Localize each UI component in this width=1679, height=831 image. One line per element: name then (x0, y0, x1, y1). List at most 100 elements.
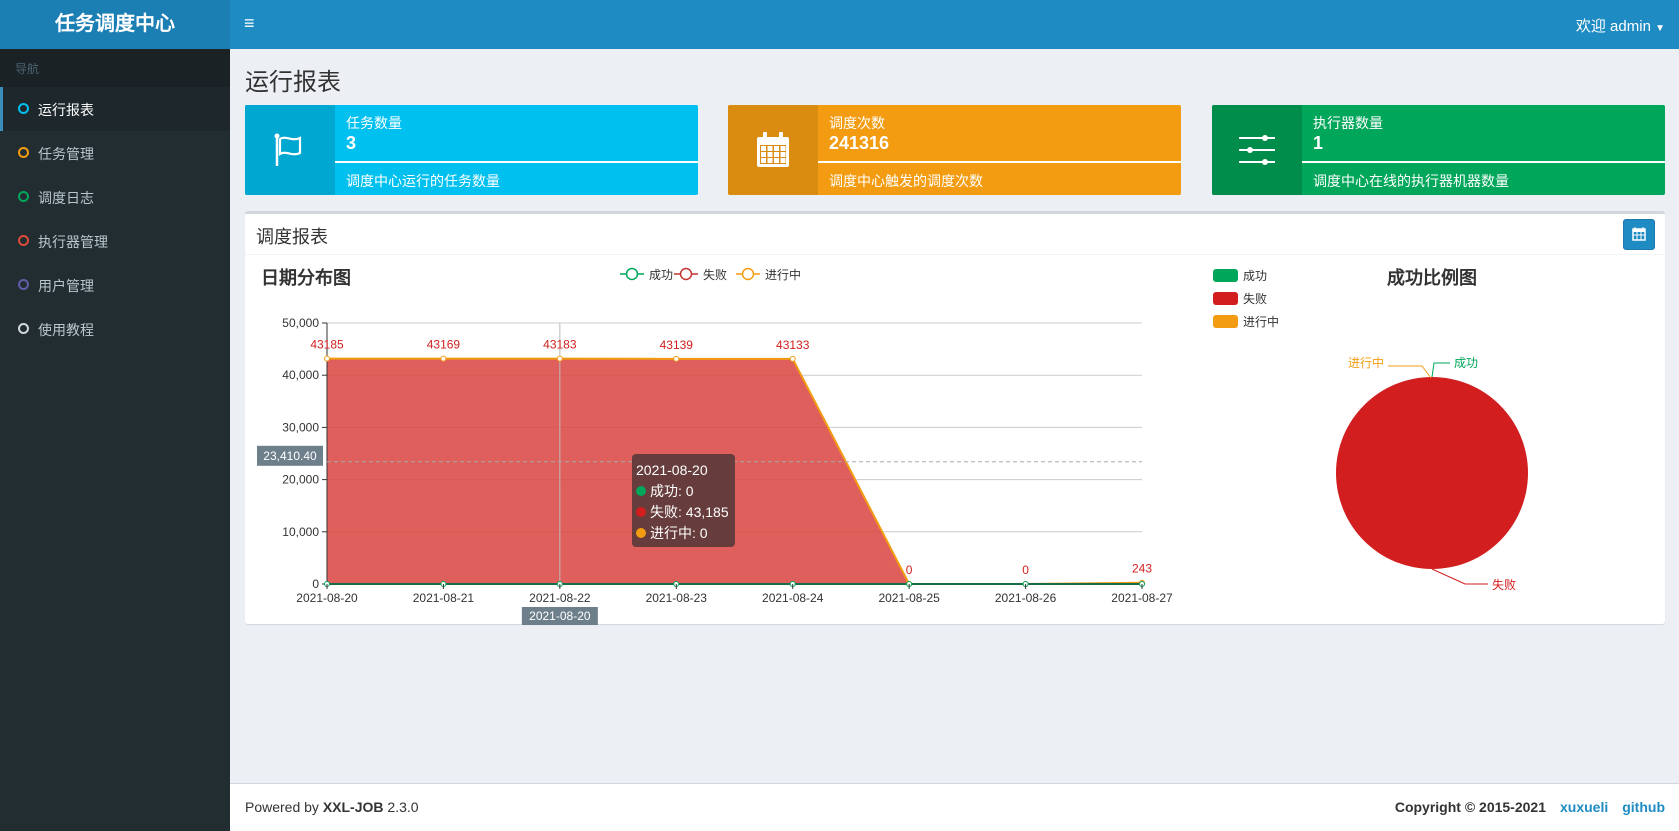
sidebar-header: 导航 (0, 49, 230, 87)
circle-icon (18, 191, 29, 202)
brand: XXL-JOB (322, 799, 384, 815)
user-menu[interactable]: 欢迎 admin ▼ (1576, 15, 1665, 36)
y-tick-label: 50,000 (282, 316, 319, 330)
data-point (440, 355, 447, 362)
line-chart-title: 日期分布图 (261, 267, 351, 288)
circle-icon (18, 235, 29, 246)
version: 2.3.0 (383, 799, 419, 815)
legend-marker-icon (679, 267, 693, 281)
sliders-icon (1212, 105, 1302, 195)
x-tick-label: 2021-08-24 (762, 591, 824, 605)
copyright-text: Copyright © 2015-2021 (1394, 799, 1546, 815)
sidebar-item-label: 用户管理 (38, 278, 94, 294)
sidebar-item-2[interactable]: 调度日志 (0, 175, 230, 219)
pie-label-line (1431, 568, 1488, 585)
stat-divider (335, 161, 698, 163)
sidebar-item-4[interactable]: 用户管理 (0, 263, 230, 307)
stat-value: 241316 (829, 133, 890, 153)
pie-legend-label: 失败 (1243, 291, 1267, 306)
link-xuxueli[interactable]: xuxueli (1559, 799, 1609, 815)
data-label: 243 (1132, 562, 1152, 576)
tooltip-marker-icon (636, 507, 646, 517)
circle-icon (18, 279, 29, 290)
stat-label: 调度次数 (829, 115, 885, 131)
circle-icon (18, 147, 29, 158)
data-point (789, 355, 796, 362)
copyright: Copyright © 2015-2021 xuxueli github (1395, 799, 1665, 815)
stat-desc: 调度中心在线的执行器机器数量 (1313, 173, 1509, 189)
pie-legend-swatch (1213, 292, 1238, 305)
pie-label-inprogress: 进行中 (1348, 355, 1384, 370)
page-title: 运行报表 (245, 69, 341, 96)
footer: Powered by XXL-JOB 2.3.0 Copyright © 201… (230, 783, 1679, 831)
x-tick-label: 2021-08-22 (529, 591, 591, 605)
calendar-icon (728, 105, 818, 195)
sidebar-item-0[interactable]: 运行报表 (0, 87, 230, 131)
menu-toggle-icon[interactable]: ≡ (244, 13, 255, 33)
sidebar-item-1[interactable]: 任务管理 (0, 131, 230, 175)
y-tick-label: 10,000 (282, 525, 319, 539)
app-logo[interactable]: 任务调度中心 (0, 0, 230, 49)
circle-icon (18, 323, 29, 334)
pie-label-line (1431, 362, 1450, 378)
stat-box-0: 任务数量 3 调度中心运行的任务数量 (245, 105, 698, 195)
panel-title: 调度报表 (256, 227, 328, 247)
data-label: 0 (1022, 563, 1029, 577)
data-label: 43169 (427, 338, 461, 352)
panel-divider (245, 254, 1665, 255)
stat-label: 执行器数量 (1313, 115, 1383, 131)
pie-legend-swatch (1213, 315, 1238, 328)
sidebar: 导航 运行报表任务管理调度日志执行器管理用户管理使用教程 (0, 49, 230, 831)
sidebar-item-label: 调度日志 (38, 190, 94, 206)
data-label: 43183 (543, 338, 577, 352)
sidebar-item-label: 任务管理 (38, 146, 94, 162)
date-range-button[interactable] (1623, 219, 1655, 250)
tooltip-date: 2021-08-20 (636, 462, 708, 478)
pie-slice-failure (1336, 377, 1528, 569)
data-point (673, 355, 680, 362)
circle-icon (18, 103, 29, 114)
x-tick-label: 2021-08-25 (878, 591, 940, 605)
pie-legend-swatch (1213, 269, 1238, 282)
sidebar-item-3[interactable]: 执行器管理 (0, 219, 230, 263)
sidebar-item-label: 使用教程 (38, 322, 94, 338)
stat-box-2: 执行器数量 1 调度中心在线的执行器机器数量 (1212, 105, 1665, 195)
data-label: 43139 (660, 338, 694, 352)
x-tick-label: 2021-08-20 (296, 591, 358, 605)
data-point (324, 355, 330, 362)
pie-label-line (1388, 365, 1432, 379)
stat-value: 3 (346, 133, 357, 153)
data-label: 0 (906, 563, 913, 577)
flag-icon (245, 105, 335, 195)
axis-pointer-y-label: 23,410.40 (263, 449, 317, 463)
legend-marker-icon (741, 267, 755, 281)
pie-chart-title: 成功比例图 (1387, 267, 1477, 288)
axis-pointer-x-badge (521, 607, 598, 625)
x-tick-label: 2021-08-27 (1111, 591, 1173, 605)
x-tick-label: 2021-08-21 (413, 591, 475, 605)
stat-divider (818, 161, 1181, 163)
tooltip-line: 成功: 0 (650, 483, 694, 499)
sidebar-item-label: 执行器管理 (38, 234, 108, 250)
legend-label-1: 失败 (703, 267, 727, 282)
tooltip-line: 进行中: 0 (650, 525, 708, 541)
data-label: 43185 (310, 338, 344, 352)
top-navbar: ≡ 欢迎 admin ▼ (230, 0, 1679, 49)
stat-value: 1 (1313, 133, 1324, 153)
stat-divider (1302, 161, 1665, 163)
y-tick-label: 0 (312, 577, 319, 591)
stat-box-1: 调度次数 241316 调度中心触发的调度次数 (728, 105, 1181, 195)
caret-down-icon: ▼ (1655, 23, 1665, 34)
x-tick-label: 2021-08-23 (646, 591, 708, 605)
y-tick-label: 30,000 (282, 420, 319, 434)
tooltip-marker-icon (636, 528, 646, 538)
axis-pointer-y-badge (257, 445, 323, 466)
link-github[interactable]: github (1622, 799, 1665, 815)
sidebar-item-5[interactable]: 使用教程 (0, 307, 230, 351)
y-tick-label: 20,000 (282, 473, 319, 487)
calendar-icon (1632, 227, 1646, 241)
stat-label: 任务数量 (346, 115, 402, 131)
pie-legend-label: 进行中 (1243, 314, 1279, 329)
tooltip (632, 454, 735, 547)
